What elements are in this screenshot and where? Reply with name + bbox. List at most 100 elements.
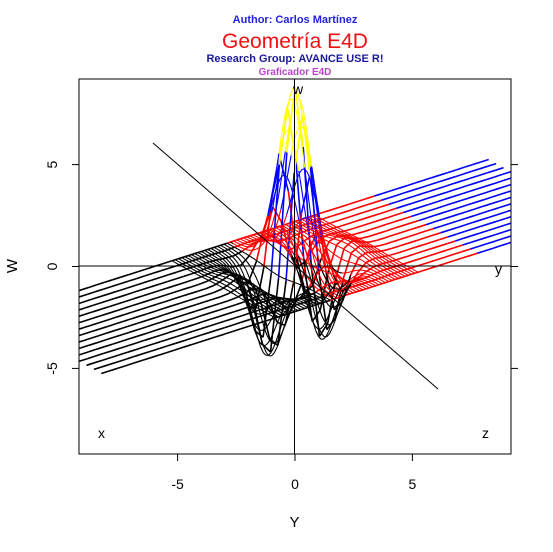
surface-line	[91, 315, 101, 320]
surface-line	[270, 270, 274, 274]
surface-line	[180, 259, 184, 263]
surface-line	[300, 233, 304, 236]
surface-line	[390, 262, 394, 265]
surface-line	[391, 257, 396, 260]
surface-line	[315, 223, 319, 226]
surface-line	[185, 262, 190, 265]
surface-line	[498, 204, 508, 209]
surface-line	[263, 328, 268, 336]
surface-line	[314, 303, 318, 305]
surface-line	[494, 173, 503, 178]
surface-line	[311, 187, 316, 199]
surface-line	[346, 235, 350, 238]
surface-line	[169, 258, 179, 263]
surface-line	[141, 357, 151, 362]
surface-line	[310, 241, 315, 245]
surface-line	[409, 269, 413, 273]
surface-line	[421, 254, 431, 259]
surface-line	[220, 283, 231, 290]
surface-line	[461, 248, 471, 253]
surface-line	[265, 232, 269, 236]
surface-line	[495, 166, 504, 172]
surface-line	[235, 244, 239, 247]
surface-line	[335, 292, 339, 298]
surface-line	[374, 267, 378, 270]
surface-line	[330, 285, 335, 289]
surface-line	[206, 273, 210, 276]
surface-line	[323, 292, 327, 296]
surface-line	[193, 269, 197, 272]
surface-line	[319, 217, 323, 220]
surface-line	[224, 250, 229, 254]
surface-line	[277, 209, 282, 220]
surface-line	[226, 310, 235, 315]
surface-line	[359, 241, 363, 244]
surface-line	[269, 202, 273, 213]
surface-line	[319, 275, 323, 281]
surface-line	[304, 296, 308, 306]
surface-line	[273, 300, 278, 304]
surface-line	[69, 310, 77, 313]
surface-line	[111, 283, 121, 288]
surface-line	[387, 263, 391, 266]
surface-line	[249, 308, 254, 320]
surface-line	[344, 242, 348, 245]
surface-line	[362, 241, 366, 245]
surface-line	[524, 191, 532, 194]
surface-line	[113, 334, 122, 339]
surface-line	[335, 248, 345, 279]
surface-line	[346, 236, 350, 239]
surface-line	[334, 312, 339, 319]
surface-line	[377, 278, 381, 281]
surface-line	[238, 279, 243, 287]
surface-line	[299, 305, 303, 308]
surface-line	[348, 237, 352, 240]
surface-line	[59, 333, 67, 336]
surface-line	[226, 245, 230, 248]
surface-line	[315, 330, 319, 337]
surface-line	[60, 320, 68, 323]
surface-line	[276, 164, 281, 183]
surface-line	[93, 366, 103, 371]
surface-line	[244, 243, 248, 245]
surface-line	[404, 202, 413, 207]
surface-line	[515, 200, 523, 203]
surface-line	[182, 263, 186, 266]
surface-line	[357, 239, 361, 242]
surface-line	[163, 311, 172, 316]
surface-line	[358, 275, 362, 278]
surface-line	[199, 332, 209, 337]
research-group-text: Research Group: AVANCE USE R!	[206, 53, 383, 65]
surface-line	[290, 142, 295, 156]
surface-line	[383, 241, 393, 246]
surface-line	[353, 277, 357, 281]
surface-line	[200, 325, 210, 330]
surface-line	[307, 230, 311, 233]
surface-line	[225, 269, 230, 273]
surface-line	[332, 291, 336, 295]
surface-line	[259, 295, 263, 299]
surface-line	[287, 178, 291, 186]
surface-line	[193, 255, 197, 258]
surface-line	[365, 195, 375, 200]
surface-line	[372, 206, 382, 211]
surface-line	[239, 238, 243, 241]
surface-line	[295, 295, 300, 299]
surface-line	[42, 338, 50, 341]
surface-line	[242, 239, 246, 242]
surface-line	[393, 263, 397, 267]
surface-line	[224, 253, 228, 257]
surface-line	[485, 182, 494, 188]
surface-line	[535, 232, 543, 235]
surface-line	[287, 311, 291, 319]
surface-line	[491, 200, 500, 205]
surface-line	[337, 281, 341, 284]
surface-line	[240, 246, 244, 250]
surface-line	[316, 240, 321, 243]
surface-line	[293, 115, 304, 173]
surface-line	[218, 306, 228, 311]
surface-line	[290, 133, 295, 143]
surface-line	[528, 222, 536, 225]
surface-line	[378, 223, 387, 228]
surface-line	[340, 209, 350, 215]
